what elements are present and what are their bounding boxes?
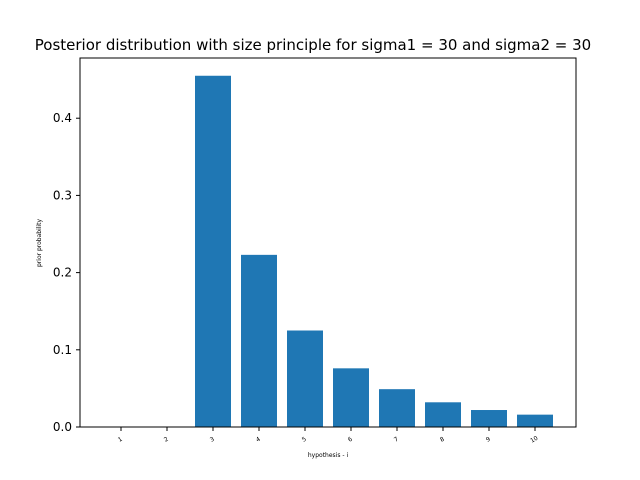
bar-4 — [241, 254, 277, 427]
x-tick-label: 5 — [301, 436, 308, 444]
bar-6 — [333, 368, 369, 427]
bar-3 — [195, 75, 231, 427]
bars-group — [195, 75, 553, 427]
x-tick-label: 10 — [529, 435, 539, 445]
y-tick-label: 0.2 — [53, 266, 72, 280]
x-tick-label: 3 — [209, 436, 216, 444]
x-tick-label: 8 — [439, 436, 446, 444]
x-tick-label: 2 — [163, 436, 170, 444]
y-tick-label: 0.4 — [53, 111, 72, 125]
plot-frame — [79, 57, 577, 428]
x-tick-label: 9 — [485, 436, 492, 444]
y-tick-label: 0.3 — [53, 188, 72, 202]
chart-title: Posterior distribution with size princip… — [35, 36, 591, 54]
bar-7 — [379, 389, 415, 427]
y-axis-label: prior probability — [36, 219, 43, 267]
bar-10 — [517, 414, 553, 427]
x-axis: 1 2 3 4 5 6 7 8 9 10 — [117, 427, 539, 445]
y-tick-label: 0.1 — [53, 343, 72, 357]
y-axis: 0.0 0.1 0.2 0.3 0.4 — [53, 111, 80, 434]
x-tick-label: 7 — [393, 436, 400, 444]
y-tick-label: 0.0 — [53, 420, 72, 434]
x-tick-label: 4 — [255, 436, 262, 444]
x-tick-label: 6 — [347, 436, 354, 444]
bar-9 — [471, 410, 507, 427]
x-axis-label: hypothesis - i — [308, 452, 349, 459]
bar-8 — [425, 402, 461, 427]
x-tick-label: 1 — [117, 436, 124, 444]
bar-5 — [287, 330, 323, 427]
